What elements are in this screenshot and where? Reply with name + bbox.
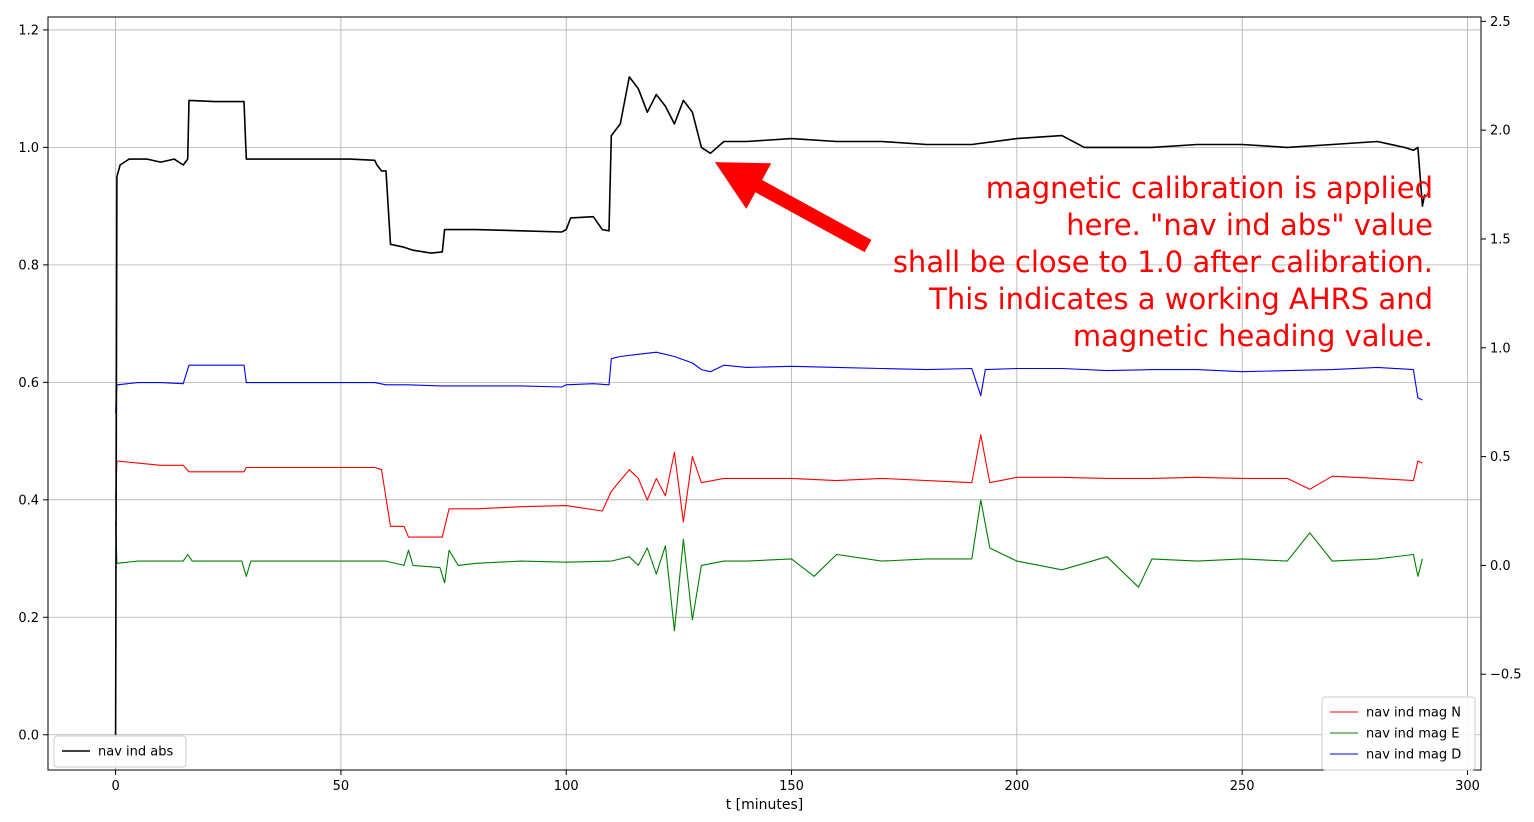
left-y-tick-label: 0.6 xyxy=(18,376,39,391)
series-layer xyxy=(114,76,1426,735)
x-tick-label: 200 xyxy=(1004,779,1029,794)
axes-frame xyxy=(47,16,1482,771)
x-axis: 0 50 100 150 200 250 300 xyxy=(111,770,1480,794)
left-y-tick-label: 0.2 xyxy=(18,611,39,626)
x-tick-label: 0 xyxy=(111,779,119,794)
annotation-line: This indicates a working AHRS and xyxy=(928,282,1433,316)
right-y-tick-label: 1.0 xyxy=(1490,341,1511,356)
x-tick-label: 100 xyxy=(554,779,579,794)
legend-box xyxy=(53,735,187,768)
series-line-nav-ind-abs xyxy=(114,76,1426,735)
annotation-line: magnetic calibration is applied xyxy=(986,171,1433,205)
left-y-tick-label: 0.0 xyxy=(18,728,39,743)
legend-box xyxy=(1321,696,1476,771)
legend-label: nav ind mag D xyxy=(1366,748,1461,763)
right-y-tick-label: 2.0 xyxy=(1490,124,1511,139)
left-y-axis: 0.0 0.2 0.4 0.6 0.8 1.0 1.2 xyxy=(18,23,48,743)
left-y-tick-label: 1.0 xyxy=(18,141,39,156)
legend-left: nav ind abs xyxy=(53,735,187,768)
right-y-tick-label: 1.5 xyxy=(1490,232,1511,247)
right-y-tick-label: 0.0 xyxy=(1490,559,1511,574)
right-y-tick-label: 0.5 xyxy=(1490,450,1511,465)
annotation-line: magnetic heading value. xyxy=(1073,319,1433,353)
x-tick-label: 300 xyxy=(1455,779,1480,794)
legend-label: nav ind mag E xyxy=(1366,727,1460,742)
x-tick-label: 150 xyxy=(779,779,804,794)
x-axis-label: t [minutes] xyxy=(726,797,804,813)
right-y-axis: −0.5 0.0 0.5 1.0 1.5 2.0 2.5 xyxy=(1481,15,1522,683)
left-y-tick-label: 1.2 xyxy=(18,23,39,38)
series-line-nav-ind-mag-N xyxy=(115,434,1423,538)
left-y-tick-label: 0.8 xyxy=(18,258,39,273)
left-y-tick-label: 0.4 xyxy=(18,493,39,508)
series-line-nav-ind-mag-E xyxy=(115,499,1423,632)
legend-right: nav ind mag N nav ind mag E nav ind mag D xyxy=(1321,696,1476,771)
series-line-nav-ind-mag-D xyxy=(115,351,1423,414)
right-y-tick-label: 2.5 xyxy=(1490,15,1511,30)
legend-label: nav ind mag N xyxy=(1366,706,1461,721)
legend-label: nav ind abs xyxy=(98,745,173,760)
x-tick-label: 250 xyxy=(1230,779,1255,794)
annotation-arrow xyxy=(714,162,872,253)
annotation-line: here. "nav ind abs" value xyxy=(1066,208,1433,242)
x-tick-label: 50 xyxy=(333,779,350,794)
annotation-line: shall be close to 1.0 after calibration. xyxy=(893,245,1433,279)
right-y-tick-label: −0.5 xyxy=(1490,668,1522,683)
